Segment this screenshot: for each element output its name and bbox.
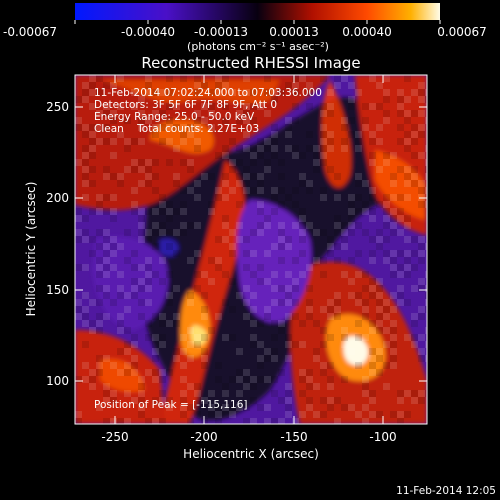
footer-timestamp: 11-Feb-2014 12:05 bbox=[396, 485, 496, 497]
info-line-detectors: Detectors: 3F 5F 6F 7F 8F 9F, Att 0 bbox=[94, 99, 277, 111]
x-tick-label-1: -250 bbox=[101, 430, 128, 444]
y-tick-label-4: 250 bbox=[46, 100, 69, 114]
rhessi-image-map bbox=[75, 75, 427, 424]
colorbar-tick-label-3: -0.00013 bbox=[194, 25, 248, 39]
x-tick-label-2: -200 bbox=[190, 430, 217, 444]
colorbar-tick-label-6: 0.00067 bbox=[437, 25, 487, 39]
observation-info: 11-Feb-2014 07:02:24.000 to 07:03:36.000… bbox=[94, 87, 322, 135]
y-tick-label-2: 150 bbox=[46, 283, 69, 297]
colorbar-unit-label: (photons cm⁻² s⁻¹ asec⁻²) bbox=[187, 40, 329, 53]
peak-position-label: Position of Peak = [-115,116] bbox=[94, 399, 248, 411]
y-tick-label-3: 200 bbox=[46, 191, 69, 205]
y-axis-label: Heliocentric Y (arcsec) bbox=[24, 182, 38, 317]
colorbar-tick-label-4: 0.00013 bbox=[269, 25, 319, 39]
info-line-time-range: 11-Feb-2014 07:02:24.000 to 07:03:36.000 bbox=[94, 87, 322, 99]
colorbar-gradient bbox=[75, 3, 440, 20]
y-tick-label-1: 100 bbox=[46, 374, 69, 388]
plot-title: Reconstructed RHESSI Image bbox=[141, 54, 360, 72]
x-axis-label: Heliocentric X (arcsec) bbox=[183, 447, 319, 461]
info-line-clean-counts: Clean Total counts: 2.27E+03 bbox=[94, 123, 259, 135]
plot-axes bbox=[74, 74, 428, 425]
colorbar-tick-label-5: 0.00040 bbox=[342, 25, 392, 39]
info-line-energy-range: Energy Range: 25.0 - 50.0 keV bbox=[94, 111, 255, 123]
x-tick-label-4: -100 bbox=[369, 430, 396, 444]
colorbar-tick-label-2: -0.00040 bbox=[121, 25, 175, 39]
x-tick-label-3: -150 bbox=[280, 430, 307, 444]
colorbar: -0.00067 -0.00040 -0.00013 0.00013 0.000… bbox=[3, 3, 487, 53]
colorbar-tick-label-1: -0.00067 bbox=[3, 25, 57, 39]
pixel-grain bbox=[75, 75, 427, 424]
colorbar-ticks bbox=[74, 20, 441, 24]
